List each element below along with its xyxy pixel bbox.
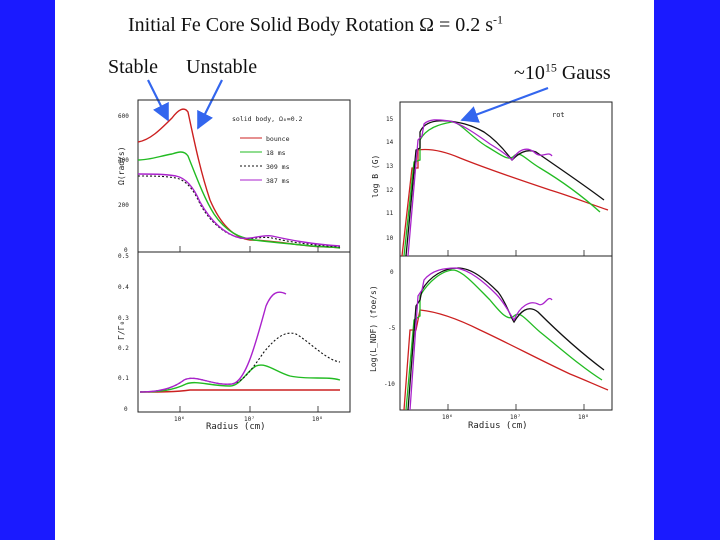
unstable-arrow	[197, 79, 223, 130]
right-top-ytick: 11	[386, 210, 394, 217]
left-bottom-ytick: 0	[124, 406, 128, 413]
right-top-ytick: 13	[386, 163, 394, 170]
right-blue-bar	[654, 0, 720, 540]
unstable-label: Unstable	[186, 56, 258, 78]
left-panel-label: solid body, Ω₀=0.2	[232, 115, 303, 123]
left-bottom-panel-frame	[137, 251, 351, 413]
right-top-ytick: 10	[386, 235, 394, 242]
gauss-label: ~1015 Gauss	[514, 60, 611, 84]
right-bottom-ylabel: Log(L_NDF) (foe/s)	[369, 285, 378, 372]
left-bottom-curve-bounce	[139, 389, 340, 393]
right-top-panel-frame	[399, 101, 613, 257]
left-xtick-label: 10⁷	[244, 416, 255, 423]
left-bottom-curve-387ms	[139, 291, 287, 393]
right-top-ytick: 12	[386, 187, 394, 194]
left-top-ylabel: Ω(rad/s)	[117, 146, 126, 185]
left-xtick-label: 10⁸	[312, 416, 323, 423]
left-bottom-ylabel: Γ/Γ₀	[117, 321, 126, 340]
right-top-ytick: 15	[386, 116, 394, 123]
left-blue-bar	[0, 0, 55, 540]
right-top-curve-bounce	[401, 148, 609, 257]
right-bottom-curve-309ms	[407, 267, 605, 411]
right-xlabel: Radius (cm)	[468, 421, 528, 431]
right-top-ylabel: log B (G)	[371, 155, 380, 198]
right-bottom-curve-bounce	[403, 309, 609, 411]
left-top-ytick: 200	[118, 202, 129, 209]
left-top-curve-18ms	[137, 151, 341, 249]
left-bottom-ytick: 0.4	[118, 284, 129, 291]
legend-entry-18ms: 18 ms	[266, 149, 286, 157]
left-bottom-ytick: 0.3	[118, 315, 129, 322]
right-bottom-curve-18ms	[405, 269, 603, 411]
left-xtick-label: 10⁶	[174, 416, 185, 423]
right-bottom-curve-387ms	[409, 267, 553, 411]
left-bottom-curve-309ms	[139, 332, 341, 393]
legend-entry-387ms: 387 ms	[266, 177, 290, 185]
right-bottom-ytick: -5	[388, 325, 396, 332]
right-bottom-panel-frame	[399, 255, 613, 411]
right-xticks	[447, 250, 585, 410]
left-top-curve-bounce	[137, 108, 341, 249]
right-xtick-label: 10⁸	[578, 414, 589, 421]
left-xticks	[179, 246, 319, 412]
left-bottom-ytick: 0.2	[118, 345, 129, 352]
right-top-curve-387ms	[407, 119, 553, 257]
right-panel-label: rot	[552, 111, 565, 119]
right-top-curve-18ms	[403, 121, 601, 257]
right-xtick-label: 10⁷	[510, 414, 521, 421]
legend-entry-309ms: 309 ms	[266, 163, 290, 171]
right-bottom-ytick: -10	[384, 381, 395, 388]
left-top-ytick: 400	[118, 157, 129, 164]
left-xlabel: Radius (cm)	[206, 422, 266, 432]
right-top-ytick: 14	[386, 139, 394, 146]
gauss-arrow	[460, 86, 549, 123]
left-legend: bounce 18 ms 309 ms 387 ms	[240, 135, 290, 185]
right-bottom-ytick: 0	[390, 269, 394, 276]
right-xtick-label: 10⁶	[442, 414, 453, 421]
slide-title: Initial Fe Core Solid Body Rotation Ω = …	[128, 12, 504, 36]
stable-label: Stable	[108, 56, 158, 78]
legend-entry-bounce: bounce	[266, 135, 290, 143]
right-figure: log B (G) 15 14 13 12 11 10 rot Log(L_ND…	[369, 101, 613, 431]
left-top-curve-387ms	[137, 173, 341, 247]
left-bottom-ytick: 0.5	[118, 253, 129, 260]
left-bottom-curve-18ms	[139, 364, 341, 393]
right-top-curve-309ms	[405, 120, 605, 257]
left-figure: Ω(rad/s) 600 400 200 0 solid body, Ω₀=0.…	[117, 99, 351, 432]
left-top-ytick: 0	[124, 247, 128, 254]
left-top-ytick: 600	[118, 113, 129, 120]
left-bottom-ytick: 0.1	[118, 375, 129, 382]
